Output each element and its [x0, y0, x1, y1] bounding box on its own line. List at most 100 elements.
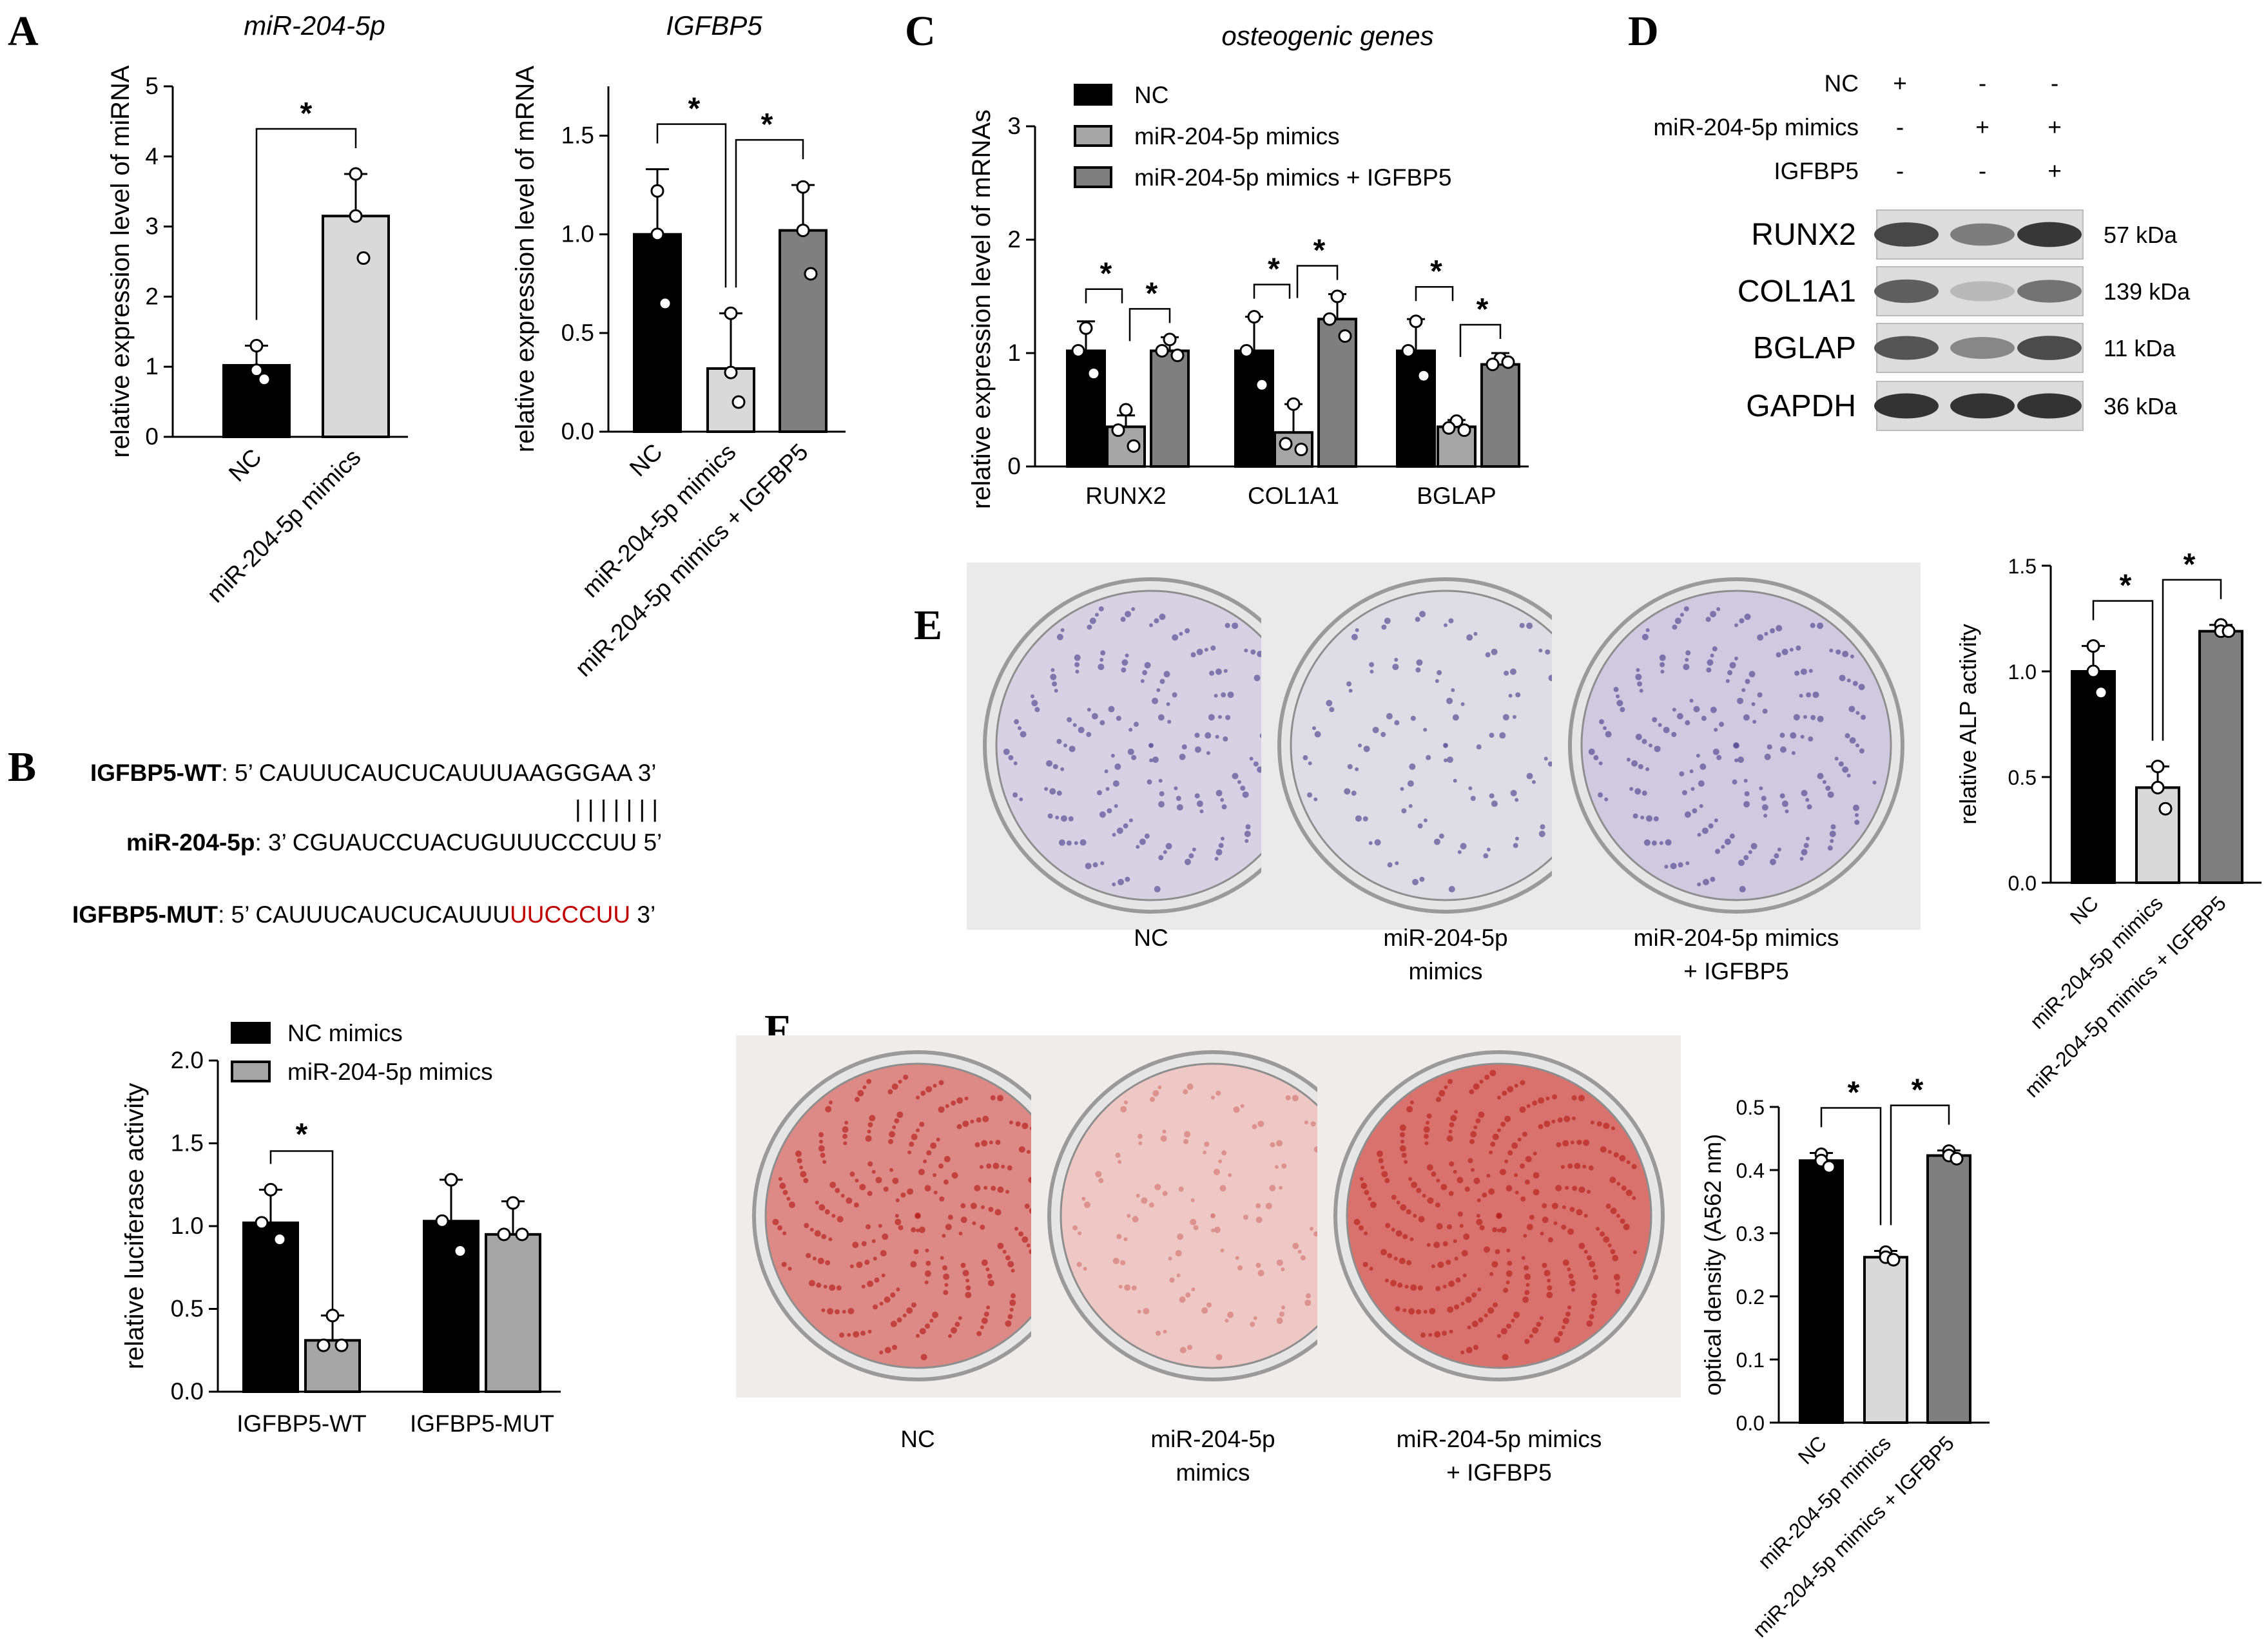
stain-speck	[857, 1090, 864, 1097]
stain-speck	[1208, 714, 1215, 721]
condition-sign: -	[1979, 158, 1986, 184]
stain-speck	[993, 1162, 1000, 1169]
stain-speck	[1181, 744, 1187, 750]
mir-seq: : 3’ CGUAUCCUACUGUUUCCCUU 5’	[255, 829, 662, 856]
stain-speck	[951, 1172, 958, 1179]
stain-speck	[1569, 1280, 1576, 1287]
stain-speck	[1307, 792, 1313, 798]
stain-speck	[882, 1233, 889, 1240]
stain-speck	[1453, 1239, 1457, 1244]
stain-speck	[1645, 628, 1650, 632]
stain-speck	[1018, 1146, 1025, 1153]
stain-speck	[1446, 697, 1453, 704]
stain-speck	[1005, 1189, 1010, 1194]
stain-speck	[1743, 801, 1750, 808]
stain-speck	[1399, 1258, 1406, 1265]
stain-speck	[1699, 804, 1703, 809]
stain-speck	[874, 1277, 880, 1283]
stain-speck	[1558, 1330, 1564, 1336]
mut-red-bases: UUCCCUU	[510, 901, 630, 928]
stain-speck	[990, 1095, 996, 1100]
data-point	[1822, 1160, 1836, 1174]
stain-speck	[1423, 818, 1428, 823]
stain-speck	[1185, 1292, 1191, 1298]
stain-speck	[1314, 731, 1321, 738]
stain-speck	[926, 1150, 932, 1156]
stain-speck	[976, 1117, 982, 1123]
stain-speck	[1744, 791, 1750, 796]
condition-sign: +	[1893, 70, 1907, 97]
y-tick-label: 3	[145, 213, 159, 240]
stain-speck	[1678, 862, 1683, 868]
stain-speck	[1598, 792, 1603, 798]
stain-speck	[1468, 786, 1473, 791]
stain-speck	[1204, 648, 1208, 652]
stain-speck	[1141, 1197, 1148, 1204]
stain-speck	[1779, 733, 1785, 738]
stain-speck	[1018, 1231, 1024, 1237]
stain-speck	[907, 1188, 914, 1195]
stain-speck	[944, 1155, 951, 1162]
stain-speck	[1473, 1177, 1480, 1184]
protein-label: GAPDH	[1746, 389, 1856, 423]
data-point	[2094, 686, 2108, 700]
stain-speck	[1358, 744, 1362, 747]
stain-speck	[1727, 670, 1733, 676]
stain-speck	[1531, 780, 1536, 784]
stain-speck	[869, 1115, 876, 1122]
stain-speck	[1641, 633, 1649, 640]
stain-speck	[1801, 789, 1808, 796]
stain-speck	[1776, 624, 1783, 631]
stain-speck	[1215, 1090, 1221, 1096]
stain-speck	[900, 1192, 906, 1198]
data-point	[1170, 349, 1185, 363]
stain-speck	[1060, 767, 1065, 771]
stain-speck	[1789, 648, 1794, 652]
stain-speck	[1514, 1084, 1518, 1088]
stain-speck	[1221, 804, 1227, 810]
stain-speck	[1603, 1122, 1610, 1129]
significance-bracket	[735, 139, 804, 288]
data-point	[349, 209, 363, 223]
stain-speck	[804, 1223, 809, 1229]
stain-speck	[954, 1321, 960, 1327]
stain-speck	[991, 1186, 996, 1191]
stain-speck	[1460, 1350, 1465, 1355]
stain-speck	[1567, 1267, 1571, 1272]
stain-speck	[911, 1302, 916, 1308]
stain-speck	[1827, 791, 1834, 798]
stain-speck	[1120, 617, 1126, 622]
stain-speck	[1604, 797, 1609, 802]
stain-speck	[1607, 1149, 1612, 1154]
stain-speck	[1091, 713, 1098, 720]
stain-speck	[1538, 1124, 1544, 1129]
stain-speck	[1413, 1214, 1417, 1218]
stain-speck	[965, 1291, 972, 1298]
stain-speck	[1440, 1184, 1448, 1191]
stain-speck	[1172, 634, 1179, 641]
stain-speck	[1003, 748, 1010, 755]
stain-speck	[1473, 631, 1478, 636]
stain-speck	[1215, 1354, 1223, 1361]
stain-speck	[1086, 731, 1092, 737]
chart-osteogenic-genes: 0 1 2 3 relative expression level of mRNAs os…	[967, 21, 1529, 509]
stain-speck	[842, 1309, 846, 1314]
y-tick-label: 1	[145, 353, 159, 379]
stain-speck	[1592, 1269, 1596, 1273]
protein-label: COL1A1	[1738, 274, 1856, 309]
stain-speck	[1854, 812, 1859, 817]
stain-speck	[1156, 688, 1161, 693]
stain-speck	[1689, 769, 1694, 774]
stain-speck	[995, 1139, 1001, 1145]
stain-speck	[1733, 742, 1739, 749]
stain-speck	[1279, 1186, 1283, 1190]
stain-speck	[1855, 711, 1860, 715]
stain-speck	[1724, 838, 1731, 845]
stain-speck	[1660, 669, 1665, 674]
stain-speck	[1460, 702, 1465, 706]
stain-speck	[1395, 1306, 1400, 1312]
stain-speck	[1830, 824, 1836, 830]
stain-speck	[849, 1171, 855, 1177]
significance-star: *	[300, 97, 313, 131]
stain-speck	[1476, 1218, 1483, 1225]
